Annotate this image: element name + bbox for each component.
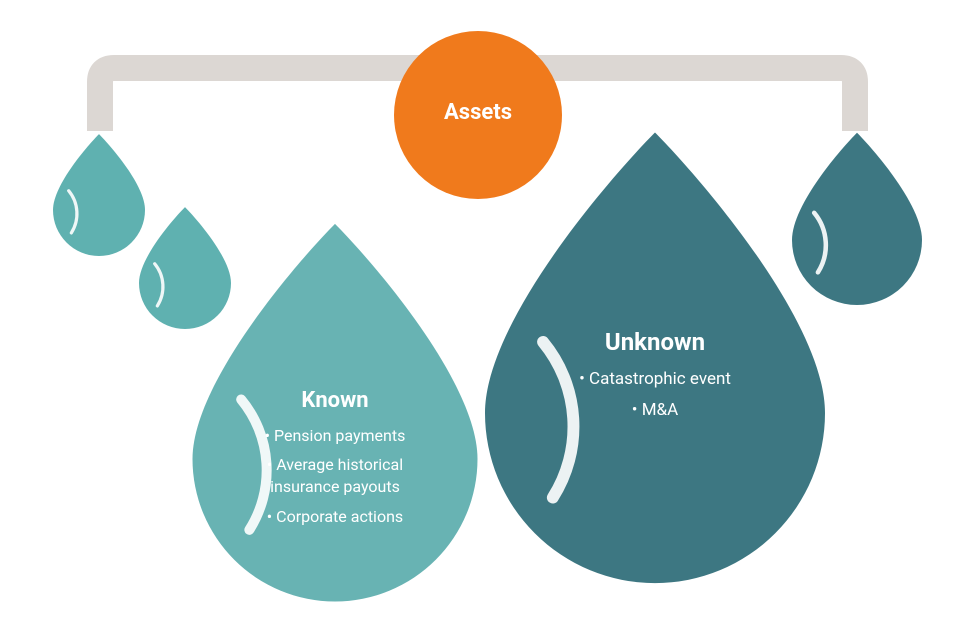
known-items: • Pension payments • Average historical i… [241, 425, 429, 527]
drop-item: • M&A [543, 399, 767, 422]
unknown-title: Unknown [543, 328, 767, 356]
assets-label: Assets [394, 100, 562, 125]
drop-item: • Catastrophic event [543, 368, 767, 391]
drop-item: • Pension payments [241, 425, 429, 447]
known-title: Known [241, 388, 429, 413]
infographic-canvas [0, 0, 955, 644]
unknown-items: • Catastrophic event • M&A [543, 368, 767, 422]
drop-item: • Average historical insurance payouts [241, 454, 429, 497]
known-drop-content: Known • Pension payments • Average histor… [241, 388, 429, 535]
drop-item: • Corporate actions [241, 506, 429, 528]
unknown-drop-content: Unknown • Catastrophic event • M&A [543, 328, 767, 430]
